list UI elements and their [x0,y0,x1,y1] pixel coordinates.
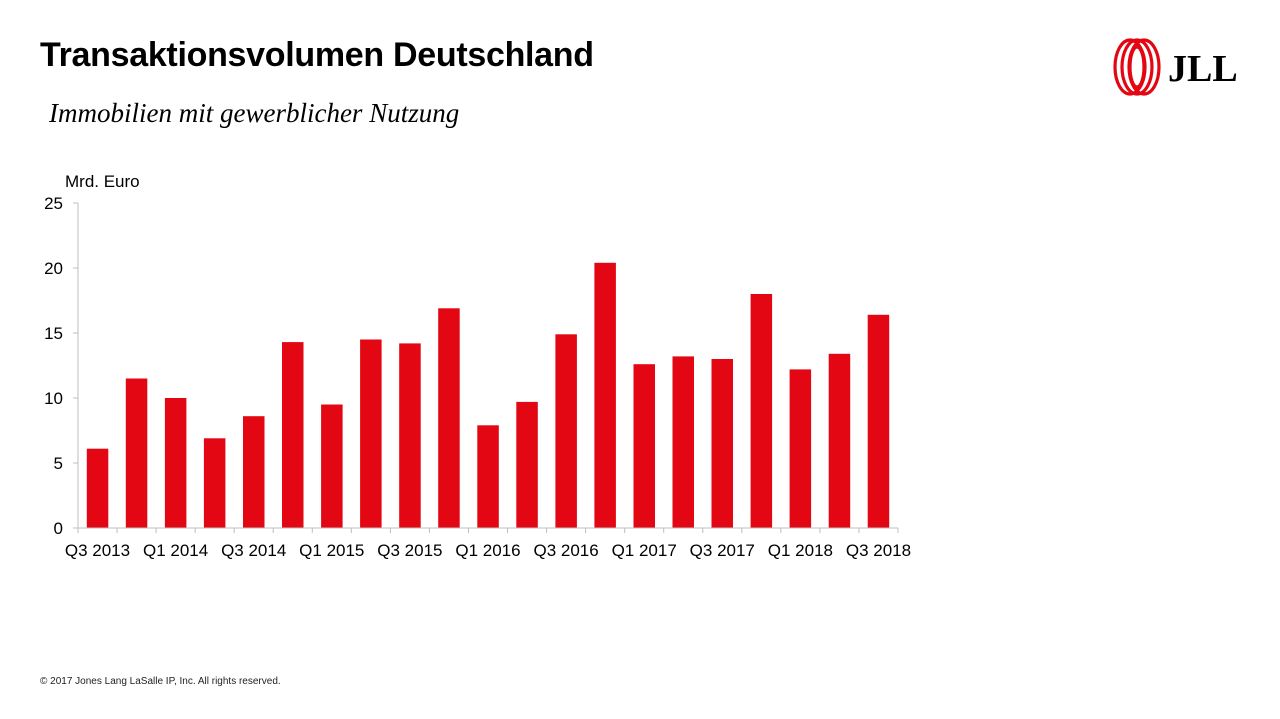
page-subtitle: Immobilien mit gewerblicher Nutzung [49,98,460,128]
y-axis-unit-label: Mrd. Euro [65,172,140,191]
x-tick-label: Q1 2015 [299,541,364,560]
jll-swirl-icon [1113,38,1161,96]
x-tick-label: Q3 2018 [846,541,911,560]
bar-q2-2018 [828,353,851,528]
x-tick-label: Q1 2018 [768,541,833,560]
bar-q1-2017 [633,364,655,528]
y-tick-label: 20 [44,259,63,278]
bar-q3-2018 [867,314,890,528]
bar-q4-2013 [125,378,148,528]
y-tick-label: 0 [54,519,63,538]
page-title: Transaktionsvolumen Deutschland [40,36,594,74]
y-tick-label: 5 [54,454,63,473]
jll-logo-text: JLL [1168,48,1238,90]
y-tick-label: 25 [44,194,63,213]
x-tick-label: Q1 2014 [143,541,208,560]
bar-q3-2015 [399,343,421,528]
copyright-footer: © 2017 Jones Lang LaSalle IP, Inc. All r… [40,676,281,687]
bar-q2-2014 [203,438,226,528]
x-tick-label: Q3 2014 [221,541,286,560]
bar-q1-2016 [477,425,499,528]
x-tick-label: Q3 2015 [377,541,442,560]
bar-q1-2015 [321,404,343,528]
axes [77,203,898,529]
bar-q3-2017 [711,359,733,528]
x-tick-label: Q3 2016 [533,541,598,560]
x-tick-label: Q1 2017 [612,541,677,560]
bar-q4-2014 [282,342,304,528]
bar-q2-2016 [516,401,538,528]
bar-q4-2016 [594,262,616,528]
bar-q1-2014 [164,398,187,528]
bar-q2-2015 [360,339,382,528]
y-tick-labels: 0 5 10 15 20 25 [44,194,78,538]
x-tick-label: Q1 2016 [455,541,520,560]
bar-q4-2017 [750,294,773,528]
y-tick-label: 10 [44,389,63,408]
jll-logo: JLL [1113,38,1238,96]
bar-q3-2014 [243,416,265,528]
bar-q2-2017 [672,356,694,528]
x-tick-labels: Q3 2013 Q1 2014 Q3 2014 Q1 2015 Q3 2015 Q1 20… [65,528,911,560]
x-tick-label: Q3 2013 [65,541,130,560]
y-tick-label: 15 [44,324,63,343]
bar-q3-2013 [86,448,109,528]
bar-series [86,262,890,528]
x-tick-label: Q3 2017 [690,541,755,560]
bar-q4-2015 [438,308,460,528]
bar-q1-2018 [789,369,812,528]
bar-q3-2016 [555,334,577,528]
